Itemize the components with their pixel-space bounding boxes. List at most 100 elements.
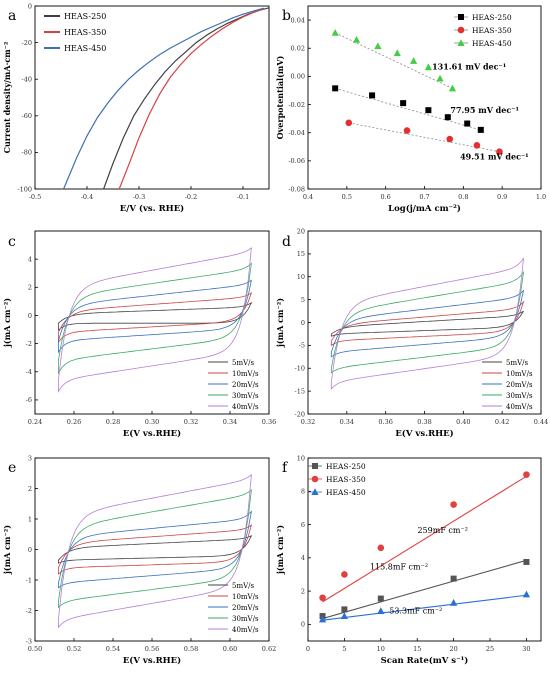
x-axis-label: E(V vs.RHE)	[123, 428, 181, 439]
legend-label: HEAS-450	[326, 488, 366, 497]
y-tick-label: 2	[28, 485, 32, 493]
y-tick-label: -6	[26, 396, 32, 404]
polarization-curve-HEAS-350	[118, 8, 265, 189]
data-point	[345, 119, 353, 127]
y-tick-label: 8	[301, 488, 305, 496]
y-tick-label: -80	[22, 149, 32, 157]
plot-area	[331, 28, 503, 155]
legend: 5mV/s 10mV/s 20mV/s 30mV/s 40mV/s	[208, 359, 259, 411]
x-tick-label: 0.8	[458, 193, 468, 201]
y-tick-label: 10	[297, 454, 305, 462]
y-tick-label: -20	[22, 39, 32, 47]
chart-a: -0.5 -0.4 -0.3 -0.2 -0.1 -100 -80 -60 -40 -20 0 E/V…	[2, 2, 270, 214]
fit-line	[348, 122, 500, 153]
y-tick-label: -0.04	[288, 129, 305, 137]
data-point	[523, 471, 530, 478]
panel-label: e	[8, 460, 16, 476]
y-tick-label: 15	[297, 250, 305, 258]
legend-marker	[457, 26, 465, 34]
data-point	[477, 126, 484, 133]
x-tick-label: 0.36	[378, 418, 392, 426]
legend-label: 20mV/s	[506, 381, 533, 389]
y-axis-label: Overpotential(mV)	[275, 55, 285, 139]
y-tick-label: 5	[301, 296, 305, 304]
panel-label: c	[8, 234, 16, 250]
plot-frame	[34, 5, 270, 190]
plot-area	[318, 471, 531, 623]
fit-line	[335, 87, 483, 131]
chart-d: 0.32 0.34 0.36 0.38 0.40 0.42 0.44 -20 -15 -10 -5 0…	[275, 227, 548, 439]
legend-label: 40mV/s	[506, 403, 533, 411]
y-tick-label: -1	[26, 576, 32, 584]
x-tick-label: 0.9	[497, 193, 507, 201]
y-tick-label: 20	[297, 227, 305, 235]
y-axis-label: j(mA cm⁻²)	[275, 298, 285, 348]
y-tick-label: 2	[28, 284, 32, 292]
data-point	[450, 575, 457, 582]
cv-loop-20mV/s	[58, 510, 253, 589]
data-point	[318, 615, 327, 623]
x-tick-label: 0.54	[106, 645, 120, 653]
y-tick-label: 0	[28, 546, 32, 554]
data-point	[377, 595, 384, 602]
x-tick-label: 0.60	[223, 645, 237, 653]
legend: HEAS-250 HEAS-350 HEAS-450	[454, 13, 512, 48]
x-tick-label: -0.5	[29, 193, 42, 201]
y-tick-label: -60	[22, 112, 32, 120]
x-tick-label: 0.34	[340, 418, 354, 426]
data-point	[400, 100, 407, 107]
y-tick-label: -5	[299, 342, 305, 350]
panel-label: b	[282, 8, 291, 24]
data-point	[496, 148, 503, 155]
x-axis-label: E(V vs.RHE)	[123, 655, 181, 666]
y-tick-label: 0	[301, 319, 305, 327]
x-tick-label: 0.32	[184, 418, 198, 426]
legend-label: 10mV/s	[232, 593, 259, 601]
x-axis-label: E/V (vs. RHE)	[120, 203, 184, 214]
y-tick-label: 0.04	[291, 16, 305, 24]
data-point	[523, 558, 530, 565]
cv-loop-30mV/s	[58, 489, 252, 609]
y-tick-label: 4	[28, 255, 32, 263]
x-tick-label: -0.1	[237, 193, 250, 201]
data-point	[425, 107, 432, 114]
chart-c: 0.24 0.26 0.28 0.30 0.32 0.34 0.36 -6 -4 -2 0 2 4 E(V…	[2, 230, 276, 439]
legend-label: 30mV/s	[232, 615, 259, 623]
chart-e: 0.50 0.52 0.54 0.56 0.58 0.60 0.62 -3 -2 -1 0 1 2 3 E(…	[2, 454, 276, 666]
y-axis-label: j(mA cm⁻²)	[2, 298, 12, 348]
annotation: 115.8mF cm⁻²	[370, 562, 428, 571]
data-point	[331, 28, 339, 36]
y-tick-label: 4	[301, 554, 305, 562]
y-tick-label: -0.08	[288, 185, 305, 193]
legend-label: 40mV/s	[232, 626, 259, 634]
data-point	[473, 142, 481, 149]
x-tick-label: 0.58	[184, 645, 198, 653]
cv-loop-10mV/s	[330, 300, 525, 347]
y-tick-label: 0.02	[291, 45, 305, 53]
panel-label: a	[8, 8, 16, 24]
legend-marker	[311, 475, 319, 483]
data-point	[450, 501, 457, 508]
x-tick-label: -0.4	[81, 193, 94, 201]
legend-label: 10mV/s	[506, 370, 533, 378]
y-axis-label: j(mA cm⁻²)	[275, 525, 285, 575]
legend-label: HEAS-250	[64, 12, 106, 21]
legend-label: 20mV/s	[232, 381, 259, 389]
x-tick-label: 0.26	[67, 418, 81, 426]
cv-loop-20mV/s	[58, 279, 252, 354]
data-point	[450, 598, 458, 606]
x-tick-label: 0.38	[417, 418, 431, 426]
data-point	[446, 135, 454, 143]
y-axis-label: j(mA cm⁻²)	[2, 525, 12, 575]
legend-label: 30mV/s	[232, 392, 259, 400]
x-tick-label: 0.28	[106, 418, 120, 426]
data-point	[403, 127, 411, 134]
y-tick-label: -0.02	[288, 101, 305, 109]
chart-f: 0 5 10 15 20 25 30 0 2 4 6 8 10 Scan Rate(mV s⁻¹) j(mA…	[275, 454, 542, 666]
data-point	[410, 57, 418, 64]
y-tick-label: -2	[26, 607, 32, 615]
annotation: 131.61 mV dec⁻¹	[432, 61, 506, 71]
legend: 5mV/s 10mV/s 20mV/s 30mV/s 40mV/s	[208, 582, 259, 634]
fit-line	[322, 594, 527, 621]
data-point	[377, 607, 385, 615]
